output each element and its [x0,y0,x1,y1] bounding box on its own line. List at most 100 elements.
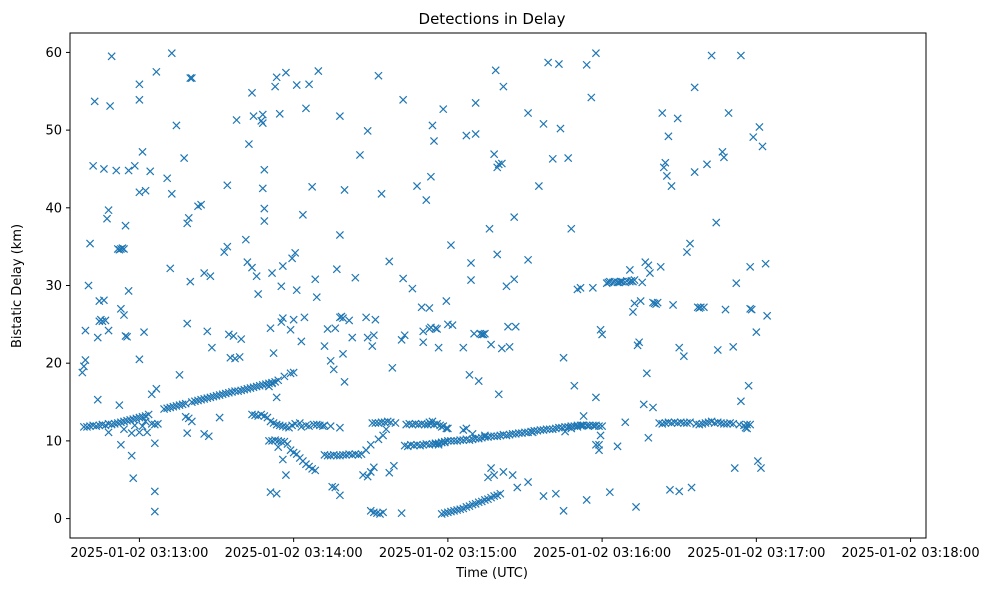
data-point-x-marker [449,322,456,329]
data-point-x-marker [142,187,149,194]
y-tick-label: 30 [45,279,62,294]
data-point-x-marker [151,508,158,515]
data-point-x-marker [91,98,98,105]
data-point-x-marker [580,412,587,419]
data-point-x-marker [259,120,266,127]
data-point-x-marker [187,278,194,285]
data-point-x-marker [714,346,721,353]
data-point-x-marker [105,327,112,334]
data-point-x-marker [273,394,280,401]
y-tick-label: 10 [45,434,62,449]
data-point-x-marker [703,161,710,168]
data-point-x-marker [332,325,339,332]
data-point-x-marker [713,219,720,226]
data-point-x-marker [666,486,673,493]
data-point-x-marker [364,334,371,341]
data-point-x-marker [125,167,132,174]
x-tick-label: 2025-01-02 03:18:00 [842,546,980,561]
data-point-x-marker [105,207,112,214]
data-point-x-marker [321,343,328,350]
data-point-x-marker [491,151,498,158]
data-point-x-marker [270,349,277,356]
data-point-x-marker [583,61,590,68]
data-point-x-marker [356,151,363,158]
chart-title: Detections in Delay [419,10,566,28]
data-point-x-marker [557,125,564,132]
x-tick-label: 2025-01-02 03:14:00 [225,546,363,561]
data-point-x-marker [273,74,280,81]
data-point-x-marker [372,316,379,323]
data-point-x-marker [426,304,433,311]
data-point-x-marker [632,503,639,510]
data-point-x-marker [268,269,275,276]
data-point-x-marker [631,300,638,307]
data-point-x-marker [164,175,171,182]
data-point-x-marker [184,220,191,227]
data-point-x-marker [259,111,266,118]
data-point-x-marker [475,377,482,384]
data-point-x-marker [153,68,160,75]
data-point-x-marker [336,231,343,238]
data-point-x-marker [369,343,376,350]
data-point-x-marker [676,488,683,495]
data-point-x-marker [94,334,101,341]
data-point-x-marker [261,166,268,173]
data-point-x-marker [535,182,542,189]
plot-area [70,33,926,538]
data-point-x-marker [540,492,547,499]
x-axis-label: Time (UTC) [455,566,528,581]
data-point-x-marker [259,185,266,192]
data-point-x-marker [754,457,761,464]
data-point-x-marker [495,391,502,398]
x-tick-label: 2025-01-02 03:17:00 [687,546,825,561]
x-tick-label: 2025-01-02 03:16:00 [533,546,671,561]
data-point-x-marker [122,222,129,229]
data-point-x-marker [167,265,174,272]
data-point-x-marker [390,462,397,469]
data-point-x-marker [290,316,297,323]
y-axis-label: Bistatic Delay (km) [10,224,25,348]
data-point-x-marker [312,276,319,283]
data-point-x-marker [142,418,149,425]
data-point-x-marker [336,492,343,499]
data-point-x-marker [663,172,670,179]
data-point-x-marker [151,440,158,447]
data-point-x-marker [640,401,647,408]
data-point-x-marker [131,162,138,169]
data-point-x-marker [484,474,491,481]
data-point-x-marker [512,323,519,330]
data-point-x-marker [745,382,752,389]
data-point-x-marker [389,364,396,371]
data-point-x-marker [188,74,195,81]
data-point-x-marker [486,225,493,232]
data-point-x-marker [467,276,474,283]
data-point-x-marker [255,290,262,297]
data-point-x-marker [400,96,407,103]
data-point-x-marker [392,419,399,426]
data-point-x-marker [722,306,729,313]
data-point-x-marker [370,464,377,471]
data-point-x-marker [764,312,771,319]
data-point-x-marker [683,248,690,255]
data-point-x-marker [708,52,715,59]
data-point-x-marker [107,102,114,109]
data-point-x-marker [725,109,732,116]
data-point-x-marker [151,488,158,495]
data-point-x-marker [759,143,766,150]
data-point-x-marker [560,354,567,361]
x-tick-label: 2025-01-02 03:13:00 [70,546,208,561]
data-point-x-marker [336,424,343,431]
data-point-x-marker [555,60,562,67]
data-point-x-marker [622,419,629,426]
data-point-x-marker [497,490,504,497]
data-point-x-marker [737,52,744,59]
data-point-x-marker [418,304,425,311]
data-point-x-marker [659,109,666,116]
data-point-x-marker [130,475,137,482]
data-point-x-marker [597,432,604,439]
data-point-x-marker [278,283,285,290]
data-point-x-marker [176,371,183,378]
data-point-x-marker [665,133,672,140]
data-point-x-marker [105,429,112,436]
data-point-x-marker [511,276,518,283]
